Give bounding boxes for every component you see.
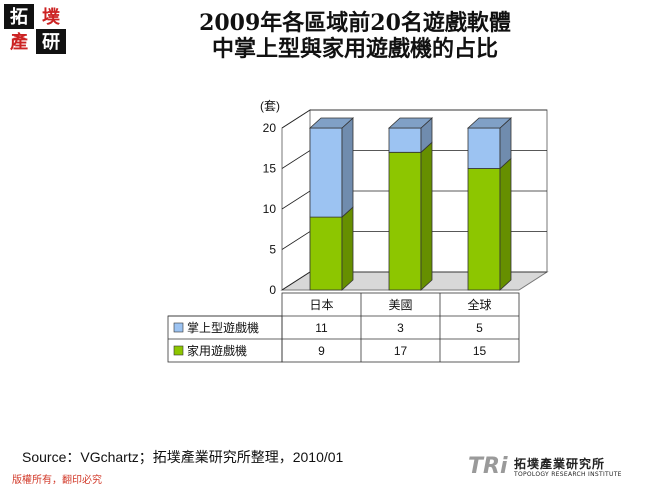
bar-top xyxy=(308,117,355,129)
logo: 拓 墣 產 研 xyxy=(4,4,66,54)
bar-side xyxy=(341,117,354,219)
category-label: 美國 xyxy=(388,298,412,312)
legend-swatch xyxy=(173,322,184,333)
legend-entry: 掌上型遊戲機 xyxy=(187,320,259,335)
svg-text:研: 研 xyxy=(42,32,60,52)
bar-front xyxy=(467,127,501,169)
table-value: 11 xyxy=(315,321,328,335)
bar-front xyxy=(309,216,343,291)
bar-side xyxy=(420,141,433,291)
copyright-note: 版權所有，翻印必究 xyxy=(12,475,102,486)
bar-side xyxy=(499,157,512,291)
bar-front xyxy=(388,127,422,153)
logo-mark: 拓 墣 產 研 xyxy=(4,4,66,54)
table-value: 17 xyxy=(394,344,408,358)
brand-logo: TRi 拓墣產業研究所 TOPOLOGY RESEARCH INSTITUTE xyxy=(468,454,643,484)
svg-text:拓: 拓 xyxy=(10,6,28,27)
title-line-1: 2009年各區域前20名遊戲軟體 xyxy=(199,10,511,36)
table-value: 3 xyxy=(397,321,404,335)
page-title: 2009年各區域前20名遊戲軟體 中掌上型與家用遊戲機的占比 xyxy=(120,10,590,62)
bar-front xyxy=(309,127,343,218)
table-value: 5 xyxy=(476,321,483,335)
source-note: Source：VGchartz；拓墣產業研究所整理，2010/01 xyxy=(22,449,344,465)
bar-top xyxy=(387,117,434,129)
brand-name: 拓墣產業研究所 xyxy=(514,457,606,471)
title-line-2: 中掌上型與家用遊戲機的占比 xyxy=(211,36,498,62)
svg-text:產: 產 xyxy=(10,31,28,52)
bar-side xyxy=(341,206,354,291)
y-tick-label: 20 xyxy=(263,121,277,135)
legend-entry: 家用遊戲機 xyxy=(187,343,247,358)
table-value: 9 xyxy=(318,344,325,358)
y-tick-label: 10 xyxy=(263,202,277,216)
bar-front xyxy=(467,168,501,291)
bar-front xyxy=(388,151,422,291)
legend-swatch xyxy=(173,345,184,356)
gridline xyxy=(281,109,547,129)
category-label: 全球 xyxy=(467,297,491,312)
y-tick-label: 0 xyxy=(269,283,276,297)
svg-text:墣: 墣 xyxy=(42,7,60,27)
y-tick-label: 5 xyxy=(269,243,276,257)
category-label: 日本 xyxy=(309,298,333,312)
brand-english: TOPOLOGY RESEARCH INSTITUTE xyxy=(514,471,622,478)
bar-top xyxy=(466,117,513,129)
y-axis-label: (套) xyxy=(260,99,280,113)
brand-mark: TRi xyxy=(468,454,508,479)
table-value: 15 xyxy=(473,344,487,358)
y-tick-label: 15 xyxy=(263,162,277,176)
